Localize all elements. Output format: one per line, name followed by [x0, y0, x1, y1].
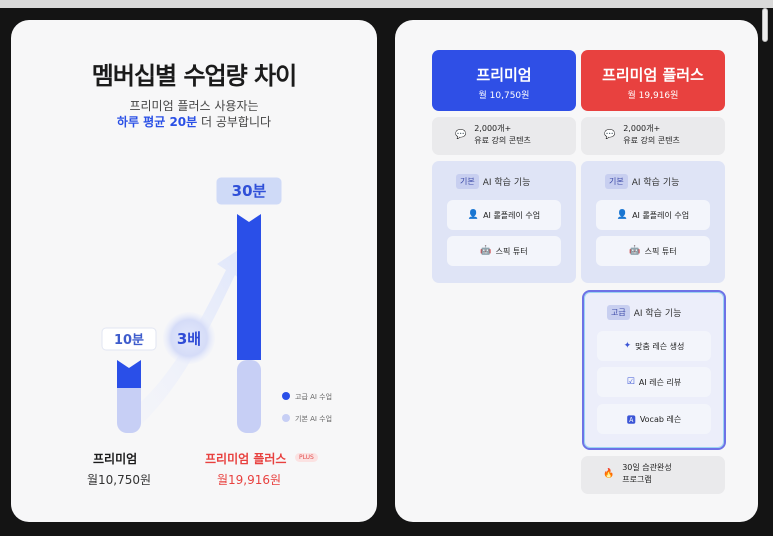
plus-content-text: 2,000개+ 유료 강의 콘텐츠 [623, 124, 680, 145]
bar-value-label-bg [101, 327, 157, 351]
lesson-review-label: AI 레슨 리뷰 [638, 377, 682, 387]
premium-basic-ai-header: 기본 AI 학습 기능 [456, 174, 530, 189]
scrollbar[interactable] [762, 8, 768, 42]
plus-content-row: 💬 2,000개+ 유료 강의 콘텐츠 [604, 123, 680, 147]
vocab-lesson-label: Vocab 레슨 [639, 414, 682, 424]
habit-program-row: 🔥 30일 습관완성 프로그램 [603, 462, 672, 486]
premium-header-price: 월 10,750원 [478, 91, 530, 101]
bar-value-label-bg [216, 177, 282, 205]
bar-plus [237, 214, 261, 433]
sparkle-icon: ✦ [623, 341, 632, 351]
tutor-label: 스픽 튜터 [495, 246, 528, 256]
legend-advanced-label: 고급 AI 수업 [295, 393, 332, 401]
legend-basic-swatch [282, 414, 290, 422]
vocab-icon: 🅰 [626, 415, 636, 426]
plus-roleplay-pill: 👤 AI 롤플레이 수업 [596, 200, 710, 230]
robot-icon: 🤖 [629, 246, 641, 256]
study-time-chart: 10분 30분 3배 고급 AI 수업 기본 AI 수업 [101, 177, 332, 433]
plus-header[interactable]: 프리미엄 플러스 월 19,916원 [581, 50, 725, 111]
page-title: 멤버십별 수업량 차이 [91, 62, 297, 90]
advanced-tag: 고급 [607, 305, 630, 320]
flame-icon: 🔥 [603, 469, 615, 479]
bar-premium [117, 360, 141, 433]
custom-lesson-label: 맞춤 레슨 생성 [635, 341, 685, 351]
premium-content-text: 2,000개+ 유료 강의 콘텐츠 [474, 124, 531, 145]
bar-top-notch [237, 214, 261, 222]
bar-value-label-text: 30분 [232, 182, 267, 200]
subtitle-line1: 프리미엄 플러스 사용자는 [129, 99, 259, 113]
premium-content-box [432, 117, 576, 155]
growth-arrow [129, 244, 247, 430]
premium-header-name: 프리미엄 [476, 66, 532, 84]
plus-basic-ai-header: 기본 AI 학습 기능 [605, 174, 679, 189]
bar-basic-segment [237, 360, 261, 433]
legend-advanced-swatch [282, 392, 290, 400]
plus-badge: PLUS [295, 453, 318, 462]
bar-value-label-text: 10분 [114, 333, 144, 348]
browser-top-bar [0, 0, 773, 8]
chat-bubble-icon: 💬 [455, 130, 467, 140]
roleplay-icon: 👤 [467, 210, 480, 220]
basic-ai-title: AI 학습 기능 [482, 178, 531, 188]
basic-ai-title: AI 학습 기능 [631, 178, 680, 188]
plus-header-price: 월 19,916원 [627, 91, 679, 101]
membership-chart-card: 멤버십별 수업량 차이 프리미엄 플러스 사용자는 하루 평균 20분 더 공부… [11, 20, 377, 522]
roleplay-icon: 👤 [616, 210, 629, 220]
plus-tutor-pill: 🤖 스픽 튜터 [596, 236, 710, 266]
plus-header-name: 프리미엄 플러스 [602, 66, 704, 84]
premium-header[interactable]: 프리미엄 월 10,750원 [432, 50, 576, 111]
premium-content-row: 💬 2,000개+ 유료 강의 콘텐츠 [455, 123, 531, 147]
multiplier-bubble [163, 312, 215, 364]
bar-value-label: 10분 [101, 327, 157, 351]
multiplier-label: 3배 [177, 330, 201, 348]
bar-top-notch [117, 360, 141, 368]
checklist-icon: ☑ [626, 377, 635, 387]
plan-premium-name: 프리미엄 [93, 452, 138, 466]
habit-program-text: 30일 습관완성 프로그램 [622, 463, 672, 484]
basic-tag: 기본 [456, 174, 479, 189]
chat-bubble-icon: 💬 [604, 130, 616, 140]
roleplay-label: AI 롤플레이 수업 [483, 210, 541, 220]
subtitle-highlight: 하루 평균 20분 [116, 115, 198, 129]
habit-program-box [581, 456, 725, 494]
roleplay-label: AI 롤플레이 수업 [632, 210, 690, 220]
premium-roleplay-pill: 👤 AI 롤플레이 수업 [447, 200, 561, 230]
subtitle-line2: 하루 평균 20분 더 공부합니다 [11, 113, 377, 130]
plan-plus-name: 프리미엄 플러스 [205, 452, 287, 466]
vocab-lesson-pill: 🅰 Vocab 레슨 [597, 404, 711, 434]
legend-basic-label: 기본 AI 수업 [295, 414, 332, 423]
plus-advanced-ai-header: 고급 AI 학습 기능 [607, 305, 681, 320]
plan-plus-price: 월19,916원 [217, 473, 282, 487]
bar-value-label: 30분 [216, 177, 282, 205]
custom-lesson-pill: ✦ 맞춤 레슨 생성 [597, 331, 711, 361]
plan-premium-price: 월10,750원 [87, 473, 152, 487]
basic-tag: 기본 [605, 174, 628, 189]
robot-icon: 🤖 [480, 246, 492, 256]
subtitle-rest: 더 공부합니다 [197, 115, 272, 129]
advanced-ai-title: AI 학습 기능 [633, 309, 682, 319]
premium-tutor-pill: 🤖 스픽 튜터 [447, 236, 561, 266]
bar-advanced-segment [237, 214, 261, 360]
lesson-review-pill: ☑ AI 레슨 리뷰 [597, 367, 711, 397]
tutor-label: 스픽 튜터 [644, 246, 677, 256]
plus-content-box [581, 117, 725, 155]
